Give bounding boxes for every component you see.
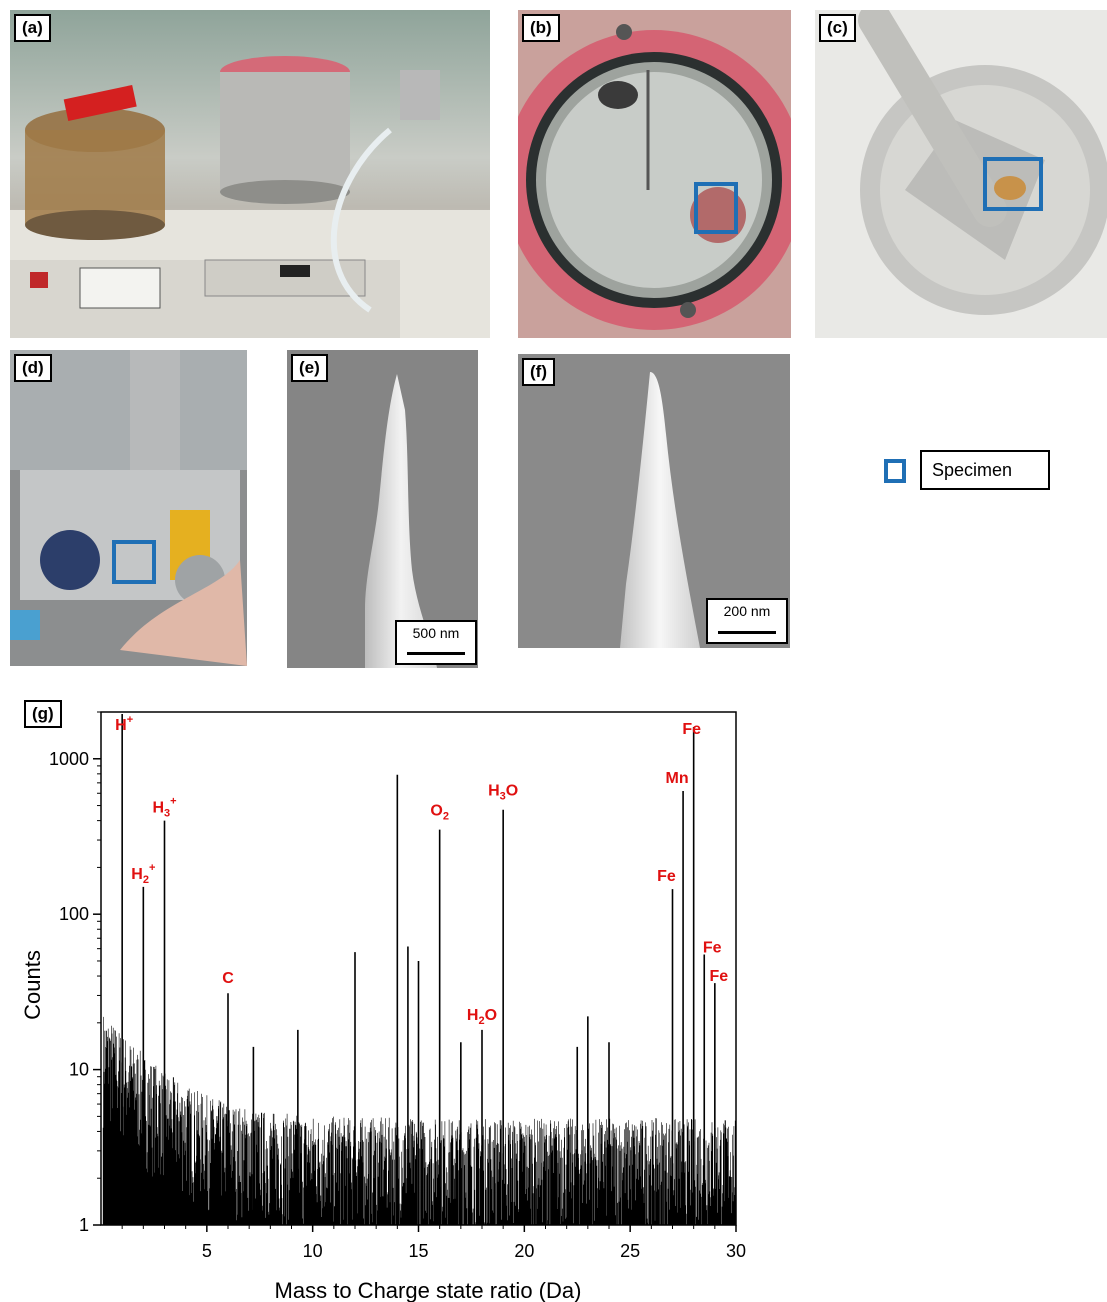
panel-label-d: (d) <box>14 354 52 382</box>
panel-e-sem: (e) 500 nm <box>287 350 478 668</box>
specimen-legend-swatch <box>884 459 906 483</box>
panel-label-c: (c) <box>819 14 856 42</box>
scalebar-e: 500 nm <box>395 620 477 665</box>
panel-a-photo: (a) <box>10 10 490 338</box>
specimen-marker-d <box>112 540 156 584</box>
peak-label: H2+ <box>131 862 155 886</box>
y-tick-label: 10 <box>69 1060 89 1080</box>
panel-label-g: (g) <box>24 700 62 728</box>
peak-label: Fe <box>657 868 676 885</box>
panel-label-b: (b) <box>522 14 560 42</box>
y-tick-label: 100 <box>59 904 89 924</box>
panel-d-photo: (d) <box>10 350 247 666</box>
x-tick-label: 10 <box>303 1241 323 1261</box>
scalebar-f: 200 nm <box>706 598 788 644</box>
x-tick-label: 25 <box>620 1241 640 1261</box>
peak-label: C <box>222 970 234 987</box>
y-tick-label: 1 <box>79 1215 89 1235</box>
specimen-legend-box: Specimen <box>920 450 1050 490</box>
load-lock-illustration <box>10 350 247 666</box>
specimen-legend-label: Specimen <box>932 460 1013 480</box>
x-tick-label: 15 <box>408 1241 428 1261</box>
peak-label: H2O <box>467 1007 497 1027</box>
dewar-illustration <box>815 10 1107 338</box>
x-tick-label: 30 <box>726 1241 746 1261</box>
needle-tip-e <box>365 374 437 668</box>
panel-c-photo: (c) <box>815 10 1107 338</box>
peak-label: O2 <box>430 803 449 823</box>
noise-trace <box>102 1016 736 1225</box>
panel-label-e: (e) <box>291 354 328 382</box>
x-tick-label: 5 <box>202 1241 212 1261</box>
peak-label: Fe <box>709 968 728 985</box>
x-axis-label: Mass to Charge state ratio (Da) <box>275 1278 582 1302</box>
sputter-coater-illustration <box>10 56 490 338</box>
panel-label-a: (a) <box>14 14 51 42</box>
y-tick-label: 1000 <box>49 749 89 769</box>
panel-label-f: (f) <box>522 358 555 386</box>
viewport-illustration <box>518 24 791 330</box>
peak-label: H+ <box>115 714 133 734</box>
needle-tip-f <box>620 372 700 648</box>
specimen-marker-b <box>694 182 738 234</box>
panel-b-photo: (b) <box>518 10 791 338</box>
peak-label: Fe <box>682 721 701 738</box>
peak-label: Mn <box>666 770 689 787</box>
scalebar-label-e: 500 nm <box>412 625 460 641</box>
plot-frame <box>100 711 737 1226</box>
y-axis-label: Counts <box>20 950 45 1020</box>
legend: Specimen <box>882 448 1052 492</box>
peak-label: H3+ <box>152 796 176 820</box>
peak-label: H3O <box>488 783 518 803</box>
panel-f-sem: (f) 200 nm <box>518 354 790 648</box>
noise-path <box>102 1016 736 1225</box>
peak-label: Fe <box>703 940 722 957</box>
x-tick-label: 20 <box>514 1241 534 1261</box>
scalebar-label-f: 200 nm <box>723 603 771 619</box>
specimen-marker-c <box>983 157 1043 211</box>
peak-series <box>121 714 716 1225</box>
